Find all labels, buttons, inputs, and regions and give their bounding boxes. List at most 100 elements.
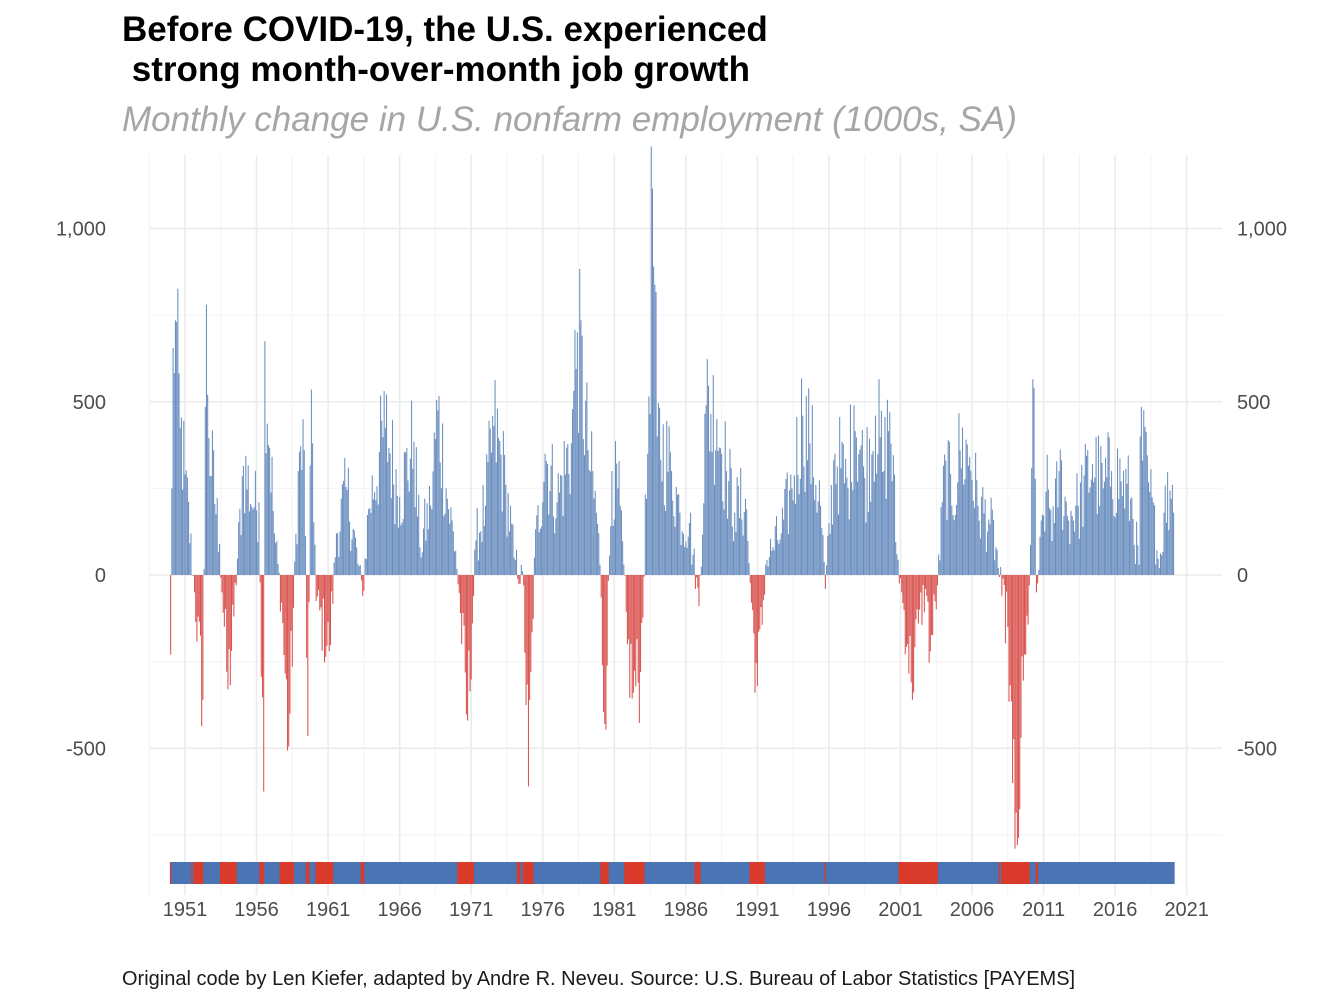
strip-cell (992, 862, 995, 884)
bar (446, 498, 448, 575)
bar (749, 575, 751, 583)
strip-cell (999, 862, 1002, 884)
bar (1007, 575, 1009, 627)
bar (390, 498, 392, 575)
strip-cell (1075, 862, 1077, 884)
strip-cell (894, 862, 897, 884)
strip-cell (545, 862, 548, 884)
strip-cell (197, 862, 200, 884)
bar (938, 554, 940, 575)
strip-cell (912, 862, 915, 884)
bar (942, 465, 944, 575)
strip-cell (800, 862, 803, 884)
bar (922, 575, 924, 586)
strip-cell (675, 862, 678, 884)
strip-cell (1084, 862, 1087, 884)
strip-cell (358, 862, 361, 884)
strip-cell (985, 862, 988, 884)
strip-cell (223, 862, 226, 884)
strip-cell (224, 862, 227, 884)
bar (349, 521, 351, 575)
strip-cell (248, 862, 251, 884)
bar (1091, 464, 1094, 575)
strip-cell (1079, 862, 1082, 884)
strip-cell (930, 862, 933, 884)
strip-cell (295, 862, 297, 884)
bar (574, 329, 576, 575)
strip-cell (741, 862, 743, 884)
strip-cell (762, 862, 765, 884)
bar (241, 476, 243, 575)
bar (1080, 482, 1082, 575)
strip-cell (178, 862, 181, 884)
bar (490, 452, 492, 575)
strip-cell (333, 862, 336, 884)
bar (588, 469, 590, 575)
bar (1077, 505, 1079, 575)
bar (589, 471, 591, 575)
bar (738, 518, 741, 575)
bar (510, 505, 512, 575)
strip-cell (270, 862, 272, 884)
strip-cell (574, 862, 577, 884)
bar (1024, 575, 1026, 655)
bar (481, 541, 483, 575)
bar (566, 447, 568, 575)
strip-cell (863, 862, 866, 884)
strip-cell (990, 862, 993, 884)
strip-cell (812, 862, 815, 884)
strip-cell (736, 862, 739, 884)
strip-cell (732, 862, 735, 884)
bar (256, 510, 258, 575)
bar (597, 523, 599, 575)
strip-cell (175, 862, 178, 884)
strip-cell (711, 862, 714, 884)
bar (375, 500, 377, 575)
strip-cell (832, 862, 835, 884)
bar (216, 498, 218, 575)
bar (281, 575, 283, 603)
strip-cell (284, 862, 287, 884)
bar (479, 532, 481, 575)
bar (632, 575, 634, 693)
strip-cell (174, 862, 177, 884)
bar (824, 575, 826, 589)
strip-cell (441, 862, 444, 884)
strip-cell (624, 862, 627, 884)
strip-cell (1072, 862, 1075, 884)
strip-cell (392, 862, 395, 884)
strip-cell (717, 862, 720, 884)
bar (288, 575, 290, 747)
bar (1159, 553, 1161, 575)
bar (1125, 468, 1127, 575)
strip-cell (357, 862, 360, 884)
strip-cell (437, 862, 439, 884)
bar (725, 471, 727, 575)
strip-cell (825, 862, 828, 884)
strip-cell (919, 862, 922, 884)
bar (450, 507, 452, 575)
bar (809, 443, 811, 575)
bar (194, 575, 196, 593)
strip-cell (245, 862, 247, 884)
strip-cell (291, 862, 294, 884)
strip-cell (410, 862, 413, 884)
strip-cell (519, 862, 522, 884)
strip-cell (551, 862, 554, 884)
bar (1075, 505, 1077, 575)
strip-cell (855, 862, 858, 884)
strip-cell (553, 862, 556, 884)
bar (932, 575, 934, 636)
bar (1068, 520, 1070, 575)
strip-cell (857, 862, 860, 884)
strip-cell (487, 862, 489, 884)
bar (917, 575, 919, 624)
strip-cell (1035, 862, 1038, 884)
bar (1139, 436, 1141, 575)
strip-cell (1016, 862, 1019, 884)
bar (467, 575, 469, 721)
bar (826, 565, 828, 575)
bar (205, 304, 207, 575)
bar (843, 483, 845, 575)
strip-cell (515, 862, 518, 884)
